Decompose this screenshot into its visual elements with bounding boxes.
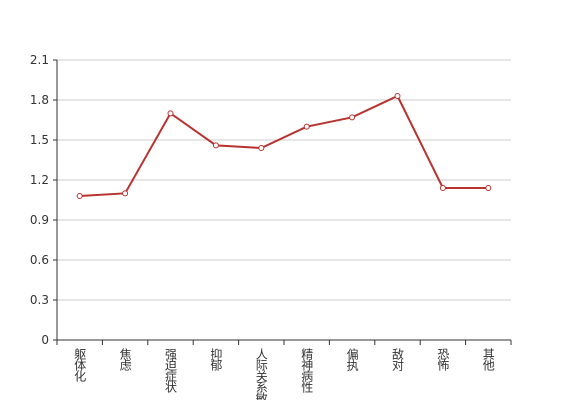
point — [212, 142, 219, 149]
point — [439, 185, 446, 191]
x-tick-label: 强迫症状 — [164, 348, 178, 393]
y-tick-label: 1.2 — [30, 173, 49, 187]
y-tick-label: 1.5 — [30, 133, 49, 147]
y-tick-label: 0 — [41, 333, 49, 347]
y-tick-label: 0.6 — [30, 253, 49, 267]
x-tick-label: 其他 — [481, 348, 495, 371]
y-tick-label: 1.8 — [30, 93, 49, 107]
x-tick-label: 精神病性 — [300, 348, 314, 394]
x-tick-label: 躯体化 — [73, 347, 87, 383]
point — [349, 114, 356, 121]
point — [122, 190, 129, 197]
y-tick-label: 0.9 — [30, 213, 49, 227]
point — [485, 185, 492, 191]
y-tick-label: 2.1 — [30, 53, 49, 67]
point — [303, 123, 310, 130]
line — [79, 94, 489, 197]
x-tick-label: 人际关系敏感 — [254, 348, 268, 400]
point — [167, 110, 174, 117]
x-tick-label: 焦虑 — [118, 348, 132, 371]
point — [394, 93, 401, 99]
x-tick-label: 抑郁 — [209, 347, 223, 372]
point — [76, 193, 83, 199]
x-tick-label: 偏执 — [345, 347, 359, 372]
y-tick-label: 0.3 — [30, 293, 49, 307]
x-tick-label: 恐怖 — [436, 348, 450, 371]
point — [258, 145, 265, 151]
x-tick-label: 敌对 — [391, 347, 405, 371]
